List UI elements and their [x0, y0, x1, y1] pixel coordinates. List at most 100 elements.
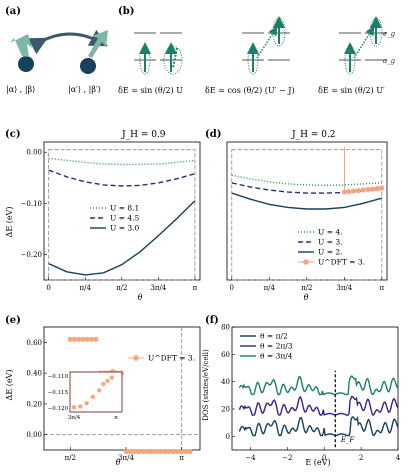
panel-e-point	[88, 336, 95, 342]
panel-e-point	[67, 336, 73, 342]
panel-e-ytick-label: 0.60	[26, 339, 42, 347]
panel-d-legend-entry: U = 3.	[318, 238, 343, 247]
panel-e-inset-point	[109, 375, 115, 380]
panel-e-point	[71, 336, 78, 342]
orbital-outline	[247, 45, 259, 75]
spin-tilt-icon	[172, 47, 178, 69]
panel-f-ef-label: E_F	[340, 436, 356, 444]
panel-e-point	[144, 448, 151, 455]
panel-f-ytick-label: 60	[221, 351, 230, 359]
panel-e-label: (e)	[5, 315, 21, 326]
panel-d-xtick-label: π/2	[301, 284, 312, 292]
panel-e-point	[166, 448, 172, 455]
panel-c-legend-entry: U = 3.0	[110, 224, 140, 233]
panel-c-title: J_H = 0.9	[121, 130, 166, 140]
panel-f-xtick-label: 0	[322, 454, 326, 462]
panel-d-point	[379, 185, 385, 191]
panel-e-inset-point	[105, 378, 110, 383]
panel-c-label: (c)	[5, 129, 21, 140]
panel-e-inset-point	[101, 381, 106, 387]
panel-e-ytick-label: 0.20	[26, 400, 42, 408]
panel-e-inset-point	[97, 388, 102, 393]
panel-c-series-1	[48, 169, 196, 187]
panel-d-point	[365, 186, 371, 193]
panel-e-inset-point	[84, 401, 89, 406]
site-right	[80, 58, 96, 74]
panel-e-point	[153, 448, 159, 455]
panel-d-series-1	[231, 182, 382, 194]
panel-e-point	[80, 336, 86, 342]
panel-f-xtick-label: −2	[282, 454, 292, 462]
panel-d-point	[346, 188, 352, 195]
panel-d-point	[341, 189, 348, 195]
ag-label: a_g	[383, 57, 396, 65]
panel-b-label: (b)	[118, 6, 134, 17]
panel-e-point	[157, 448, 163, 455]
spin-tilt-icon	[256, 26, 278, 59]
panel-d-xlabel: θ	[304, 293, 309, 302]
panel-d-series-0	[231, 174, 382, 187]
panel-d-xtick-label: π	[380, 284, 385, 292]
panel-c-legend-entry: U = 8.1	[110, 204, 139, 213]
panel-e-point	[187, 448, 193, 455]
panel-c-xtick-label: 0	[46, 284, 50, 292]
panel-d-point	[370, 186, 376, 192]
panel-a-diagram	[10, 29, 108, 74]
panel-d-label: (d)	[205, 129, 221, 140]
panel-c-ytick-label: −0.20	[21, 251, 42, 259]
panel-d-legend-entry: U = 2.	[318, 248, 343, 257]
orbital-outline	[139, 45, 151, 75]
panel-f-xlabel: E (eV)	[305, 458, 330, 467]
panel-d-xtick-label: 0	[230, 284, 234, 292]
panel-d-title: J_H = 0.2	[291, 130, 336, 140]
panel-f-ytick-label: 40	[221, 378, 230, 386]
panel-e-legend-key-marker	[133, 355, 139, 361]
panel-e-inset-point	[71, 405, 77, 410]
panel-d-legend-entry: U = 4.	[318, 228, 343, 237]
panel-d-legend-key-marker	[303, 259, 309, 265]
panel-d-series-2	[231, 192, 382, 210]
panel-e-inset	[69, 371, 123, 413]
panel-c-xtick-label: π	[193, 284, 198, 292]
panel-f-label: (f)	[205, 315, 219, 326]
orbital-outline	[344, 45, 356, 75]
panel-f-series-2	[238, 375, 399, 396]
panel-c-xtick-label: π/4	[80, 284, 92, 292]
panel-f-ytick-label: 0	[226, 433, 230, 441]
panel-e-point	[149, 448, 155, 455]
panel-e-point	[93, 336, 99, 342]
panel-c-legend-entry: U = 4.5	[110, 214, 140, 223]
state-right: |α′⟩ , |β′⟩	[68, 85, 101, 94]
panel-e-xtick-label: π/2	[65, 454, 76, 462]
panel-f-series-1	[238, 395, 399, 417]
panel-e-point	[161, 448, 168, 455]
panel-c-series-2	[48, 200, 196, 276]
orbital-outline	[369, 17, 383, 47]
formula-1: δE = sin (θ/2) U	[118, 86, 183, 95]
panel-f-xtick-label: 4	[396, 454, 401, 462]
panel-c-xtick-label: 3π/4	[150, 284, 166, 292]
panel-f-xtick-label: 2	[359, 454, 363, 462]
panel-c-ytick-label: −0.10	[21, 200, 42, 208]
panel-c-series-0	[48, 157, 195, 166]
site-left	[18, 56, 34, 72]
panel-e-point	[132, 448, 138, 455]
spin-tilt-icon	[353, 26, 375, 59]
panel-b-diagram	[134, 16, 387, 75]
state-left: |α⟩ , |β⟩	[6, 85, 35, 94]
panel-c-xlabel: θ	[138, 293, 143, 302]
panel-e-point	[140, 448, 146, 455]
panel-e-xtick-label: π	[179, 454, 184, 462]
panel-e-inset-point	[90, 394, 96, 399]
spin-left-icon	[10, 34, 32, 57]
panel-c-ytick-label: 0.00	[26, 149, 42, 157]
panel-e-inset-xtick: π	[114, 415, 118, 421]
eg-label: e_g	[383, 30, 396, 38]
panel-f-ytick-label: 80	[221, 324, 230, 332]
panel-e-point	[136, 448, 142, 455]
panel-f-xtick-label: −4	[245, 454, 256, 462]
orbital-outline	[163, 45, 183, 75]
swap-arrow	[27, 29, 108, 55]
panel-e-point	[174, 448, 180, 455]
panel-f-legend-entry: θ = 3π/4	[260, 352, 293, 361]
